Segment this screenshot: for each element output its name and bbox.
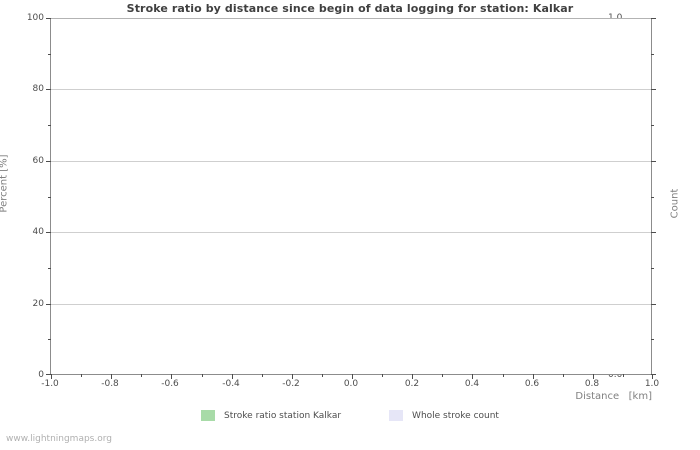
y-tick-left-40 — [46, 232, 51, 234]
y-axis-left-tick-label: 40 — [32, 227, 44, 238]
x-tick-major — [592, 374, 594, 379]
y-tick-right-0.2 — [651, 303, 656, 305]
legend-swatch-icon — [389, 410, 404, 421]
y-tick-left-100 — [46, 18, 51, 19]
x-tick-minor — [622, 374, 624, 377]
legend-label: Stroke ratio station Kalkar — [224, 410, 342, 421]
x-tick-minor — [261, 374, 263, 377]
x-tick-major — [652, 374, 653, 379]
x-tick-major — [231, 374, 233, 379]
x-axis-tick-label: -0.6 — [161, 379, 179, 389]
y-axis-right-title: Count — [669, 188, 681, 219]
y-tick-right-0.9 — [651, 53, 654, 55]
legend-item-stroke-ratio[interactable]: Stroke ratio station Kalkar — [201, 410, 341, 421]
x-tick-minor — [562, 374, 564, 377]
x-tick-minor — [502, 374, 504, 377]
gridline-top — [51, 18, 651, 19]
y-tick-right-0.7 — [651, 125, 654, 127]
x-tick-minor — [201, 374, 203, 377]
plot-area[interactable] — [46, 18, 656, 379]
y-axis-left-tick-label: 0 — [38, 370, 44, 380]
y-tick-right-0.5 — [651, 196, 654, 198]
y-tick-right-0.0 — [651, 374, 656, 375]
y-tick-left-0 — [46, 374, 51, 375]
y-tick-left-80 — [46, 89, 51, 91]
x-tick-minor — [442, 374, 444, 377]
x-axis-tick-label: 0.2 — [404, 379, 420, 389]
y-tick-left-50 — [48, 196, 51, 198]
gridline-20 — [51, 303, 651, 305]
gridline-80 — [51, 89, 651, 91]
page-title: Stroke ratio by distance since begin of … — [126, 2, 574, 15]
legend-item-whole-stroke-count[interactable]: Whole stroke count — [389, 410, 499, 421]
x-tick-minor — [382, 374, 384, 377]
y-tick-left-60 — [46, 160, 51, 162]
x-tick-major — [472, 374, 474, 379]
x-axis-tick-label: 0.0 — [343, 379, 359, 389]
y-tick-right-0.4 — [651, 232, 656, 234]
x-axis-tick-label: 0.4 — [464, 379, 480, 389]
x-tick-minor — [141, 374, 143, 377]
y-tick-right-1.0 — [651, 18, 656, 19]
x-tick-minor — [321, 374, 323, 377]
y-axis-right-tick-label: 0.0 — [608, 370, 623, 380]
x-tick-major — [291, 374, 293, 379]
y-tick-right-0.1 — [651, 339, 654, 341]
y-tick-left-20 — [46, 303, 51, 305]
y-axis-left-title: Percent [%] — [0, 154, 10, 213]
x-axis-tick-label: -0.4 — [222, 379, 240, 389]
y-tick-left-70 — [48, 125, 51, 127]
x-axis-tick-label: 0.6 — [524, 379, 540, 389]
x-tick-major — [532, 374, 534, 379]
legend-label: Whole stroke count — [412, 410, 499, 421]
y-axis-left-tick-label: 20 — [32, 298, 44, 309]
y-axis-left-tick-label: 80 — [32, 84, 44, 95]
y-axis-left-tick-label: 60 — [32, 155, 44, 166]
x-tick-major — [171, 374, 173, 379]
y-tick-right-0.6 — [651, 160, 656, 162]
y-tick-left-10 — [48, 339, 51, 341]
x-axis-title: Distance [km] — [575, 391, 652, 402]
x-tick-major — [352, 374, 353, 379]
y-tick-right-0.3 — [651, 267, 654, 269]
y-axis-left-tick-label: 100 — [26, 13, 44, 23]
y-tick-right-0.8 — [651, 89, 656, 91]
x-tick-major — [412, 374, 414, 379]
x-tick-major — [111, 374, 113, 379]
x-tick-minor — [81, 374, 83, 377]
x-axis-tick-label: 0.8 — [584, 379, 600, 389]
chart-legend: Stroke ratio station Kalkar Whole stroke… — [0, 410, 700, 421]
x-axis-tick-label: 1.0 — [644, 379, 660, 389]
y-tick-left-30 — [48, 267, 51, 269]
x-axis-tick-label: -0.8 — [101, 379, 119, 389]
gridline-40 — [51, 232, 651, 234]
legend-swatch-icon — [201, 410, 216, 421]
y-tick-left-90 — [48, 53, 51, 55]
x-tick-major — [51, 374, 52, 379]
x-axis-tick-label: -1.0 — [41, 379, 59, 389]
footer-url[interactable]: www.lightningmaps.org — [6, 434, 112, 444]
gridline-60 — [51, 160, 651, 162]
x-axis-tick-label: -0.2 — [282, 379, 300, 389]
